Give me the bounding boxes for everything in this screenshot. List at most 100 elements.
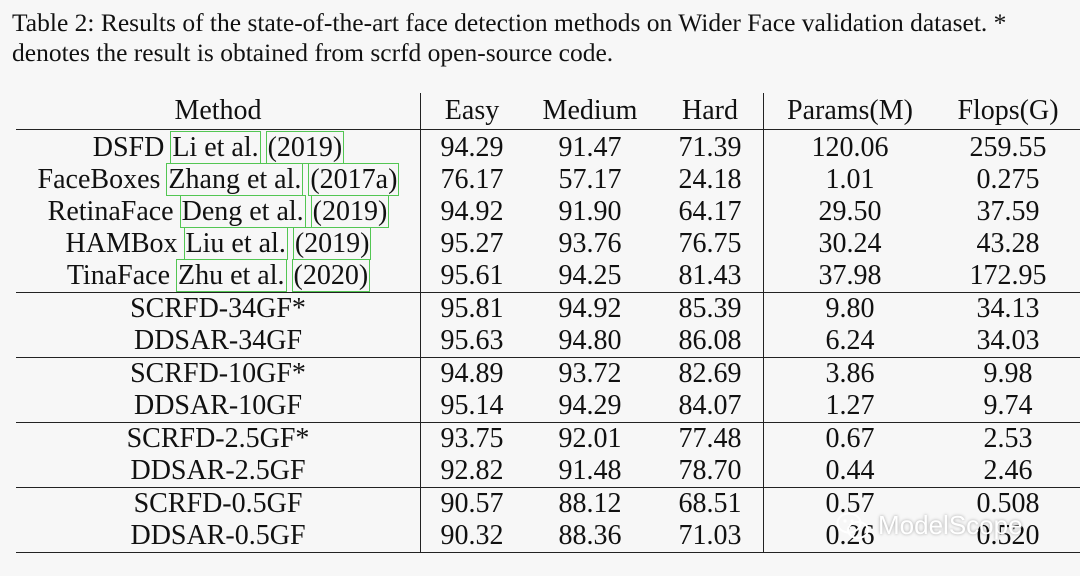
- cell-flops: 2.53: [936, 422, 1080, 455]
- cell-easy: 94.89: [420, 357, 523, 390]
- table-row: SCRFD-10GF* 94.89 93.72 82.69 3.86 9.98: [16, 357, 1080, 390]
- cell-medium: 94.80: [558, 325, 622, 356]
- cell-method: SCRFD-0.5GF: [16, 487, 421, 520]
- cell-flops: 0.520: [936, 520, 1080, 553]
- cell-params: 1.27: [763, 390, 936, 423]
- watermark: ModelScope: [836, 510, 1023, 541]
- cell-params: 1.01: [763, 164, 936, 196]
- cell-medium: 91.48: [558, 455, 622, 486]
- table-row: RetinaFace Deng et al. (2019) 94.92 91.90 6…: [16, 195, 1080, 228]
- cell-method: DDSAR-2.5GF: [16, 455, 421, 488]
- cell-hard: 78.70: [678, 455, 742, 486]
- header-method: Method: [16, 93, 421, 130]
- citation-link[interactable]: Zhu et al.: [176, 259, 287, 292]
- cell-method: SCRFD-34GF*: [16, 292, 421, 325]
- cell-hard: 76.75: [678, 228, 742, 259]
- cell-flops: 34.03: [976, 325, 1040, 356]
- cell-hard: 24.18: [678, 164, 742, 195]
- cell-easy: 93.75: [420, 422, 523, 455]
- cell-method: FaceBoxes Zhang et al. (2017a): [16, 163, 421, 196]
- method-name: DDSAR-34GF: [133, 325, 303, 356]
- cell-medium: 93.72: [523, 357, 657, 390]
- method-name: TinaFace: [66, 260, 170, 291]
- cell-method: DDSAR-34GF: [16, 325, 421, 358]
- citation-link[interactable]: Zhang et al.: [166, 163, 304, 196]
- cell-medium: 92.01: [523, 422, 657, 455]
- cell-method: DDSAR-0.5GF: [16, 520, 421, 553]
- cell-easy: 92.82: [420, 455, 523, 488]
- cell-easy: 90.32: [420, 520, 523, 553]
- citation-year-link[interactable]: (2019): [310, 195, 390, 228]
- cell-params: 9.80: [763, 292, 936, 325]
- table-row: DDSAR-0.5GF 90.32 88.36 71.03 0.26 0.520: [16, 520, 1080, 553]
- table-row: DDSAR-34GF 95.63 94.80 86.08 6.24 34.03: [16, 325, 1080, 358]
- method-name: HAMBox: [65, 228, 178, 259]
- cell-params: 0.44: [763, 455, 936, 488]
- table-row: DDSAR-10GF 95.14 94.29 84.07 1.27 9.74: [16, 390, 1080, 423]
- cell-flops: 9.74: [983, 390, 1033, 421]
- citation-year-link[interactable]: (2020): [291, 259, 371, 292]
- cell-medium: 57.17: [558, 164, 622, 195]
- table-row: SCRFD-2.5GF* 93.75 92.01 77.48 0.67 2.53: [16, 422, 1080, 455]
- header-hard: Hard: [657, 93, 764, 130]
- cell-params: 0.57: [763, 487, 936, 520]
- table-row: SCRFD-0.5GF 90.57 88.12 68.51 0.57 0.508: [16, 487, 1080, 520]
- citation-year-link[interactable]: (2017a): [308, 163, 400, 196]
- cell-medium: 91.47: [558, 132, 622, 163]
- watermark-text: ModelScope: [878, 510, 1023, 540]
- cell-flops: 172.95: [969, 260, 1047, 291]
- table-row: TinaFace Zhu et al. (2020) 95.61 94.25 81.4…: [16, 259, 1080, 293]
- cell-hard: 71.39: [678, 132, 742, 163]
- table-row: FaceBoxes Zhang et al. (2017a) 76.17 57.17…: [16, 163, 1080, 196]
- cell-flops: 0.275: [976, 164, 1040, 195]
- cell-hard: 77.48: [657, 422, 764, 455]
- cell-easy: 95.14: [420, 390, 523, 423]
- cell-hard: 81.43: [678, 260, 742, 291]
- cell-hard: 64.17: [678, 196, 742, 227]
- cell-params: 29.50: [763, 196, 936, 228]
- cell-easy: 95.27: [420, 228, 523, 260]
- cell-medium: 91.90: [558, 196, 622, 227]
- method-name: DDSAR-2.5GF: [130, 455, 306, 486]
- cell-flops: 9.98: [936, 357, 1080, 390]
- citation-link[interactable]: Li et al.: [170, 131, 261, 164]
- cell-medium: 94.92: [523, 292, 657, 325]
- citation-year-link[interactable]: (2019): [265, 131, 345, 164]
- cell-params: 30.24: [763, 228, 936, 260]
- table-row: DDSAR-2.5GF 92.82 91.48 78.70 0.44 2.46: [16, 455, 1080, 488]
- cell-hard: 71.03: [657, 520, 764, 553]
- cell-flops: 37.59: [976, 196, 1040, 227]
- cell-hard: 85.39: [657, 292, 764, 325]
- cell-flops: 43.28: [976, 228, 1040, 259]
- citation-link[interactable]: Liu et al.: [183, 227, 288, 260]
- cell-params: 120.06: [763, 129, 936, 164]
- cell-easy: 94.92: [420, 196, 523, 228]
- cell-params: 3.86: [763, 357, 936, 390]
- citation-year-link[interactable]: (2019): [292, 227, 372, 260]
- cell-medium: 88.36: [523, 520, 657, 553]
- method-name: SCRFD-0.5GF: [133, 488, 303, 519]
- table-row: SCRFD-34GF* 95.81 94.92 85.39 9.80 34.13: [16, 292, 1080, 325]
- cell-hard: 68.51: [657, 487, 764, 520]
- header-params: Params(M): [763, 93, 936, 130]
- cell-hard: 84.07: [678, 390, 742, 421]
- cell-hard: 82.69: [657, 357, 764, 390]
- cell-method: DSFD Li et al. (2019): [16, 130, 421, 164]
- cell-method: HAMBox Liu et al. (2019): [16, 227, 421, 260]
- cell-medium: 93.76: [558, 228, 622, 259]
- method-name: SCRFD-34GF*: [130, 293, 306, 324]
- cell-method: SCRFD-2.5GF*: [16, 422, 421, 455]
- wechat-icon: [836, 512, 869, 539]
- method-name: DSFD: [92, 132, 165, 163]
- table-row: DSFD Li et al. (2019) 94.29 91.47 71.39 120.…: [16, 129, 1080, 164]
- cell-flops: 0.508: [936, 487, 1080, 520]
- cell-easy: 90.57: [420, 487, 523, 520]
- table-body: DSFD Li et al. (2019) 94.29 91.47 71.39 120.…: [16, 129, 1080, 553]
- method-name: RetinaFace: [47, 196, 174, 227]
- cell-method: DDSAR-10GF: [16, 390, 421, 423]
- cell-easy: 94.29: [420, 129, 523, 164]
- citation-link[interactable]: Deng et al.: [179, 195, 306, 228]
- method-name: SCRFD-10GF*: [130, 358, 306, 389]
- header-flops: Flops(G): [936, 93, 1080, 130]
- cell-hard: 86.08: [678, 325, 742, 356]
